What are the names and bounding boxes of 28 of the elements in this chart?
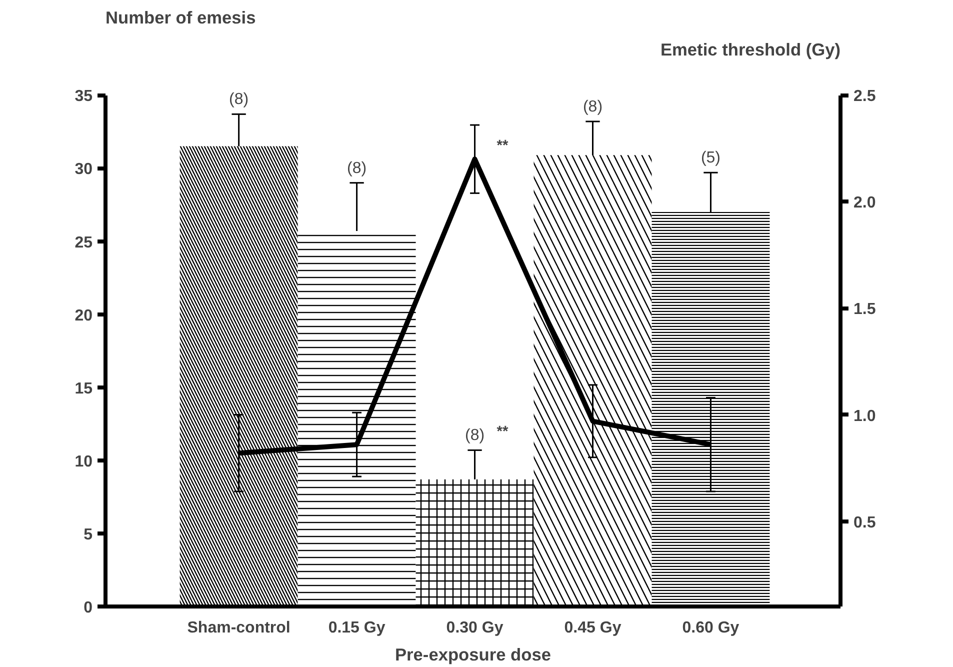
y-tick-label: 25 bbox=[74, 234, 93, 252]
annotation: ** bbox=[496, 138, 508, 154]
y-tick-label: 35 bbox=[74, 88, 93, 106]
y2-tick-label: 0.5 bbox=[854, 514, 876, 532]
annotation: (8) bbox=[229, 91, 249, 108]
x-tick-label: 0.30 Gy bbox=[446, 620, 504, 636]
y2-tick-label: 2.5 bbox=[854, 88, 876, 106]
y-tick-label: 5 bbox=[84, 526, 93, 544]
annotation: (8) bbox=[464, 427, 485, 444]
y-tick-label: 10 bbox=[74, 453, 93, 470]
y-tick-label: 30 bbox=[74, 161, 93, 178]
annotation: (8) bbox=[347, 160, 367, 177]
x-tick-label: 0.60 Gy bbox=[682, 620, 740, 636]
y-tick-label: 0 bbox=[84, 600, 93, 616]
x-tick-label: 0.15 Gy bbox=[328, 620, 386, 636]
annotation: ** bbox=[496, 424, 508, 440]
annotation: (5) bbox=[700, 150, 721, 167]
y2-tick-label: 1.5 bbox=[854, 301, 876, 318]
x-tick-label: Sham-control bbox=[187, 620, 290, 636]
x-tick-label: 0.45 Gy bbox=[564, 620, 622, 636]
annotation: (8) bbox=[582, 98, 603, 116]
y-tick-label: 15 bbox=[74, 380, 93, 398]
y2-tick-label: 2.0 bbox=[854, 194, 876, 212]
y-tick-label: 20 bbox=[74, 307, 93, 324]
y2-axis-title: Emetic threshold (Gy) bbox=[660, 40, 841, 60]
y-axis-title: Number of emesis bbox=[106, 8, 256, 28]
y2-tick-label: 1.0 bbox=[854, 408, 876, 425]
x-axis-title: Pre-exposure dose bbox=[394, 644, 552, 664]
